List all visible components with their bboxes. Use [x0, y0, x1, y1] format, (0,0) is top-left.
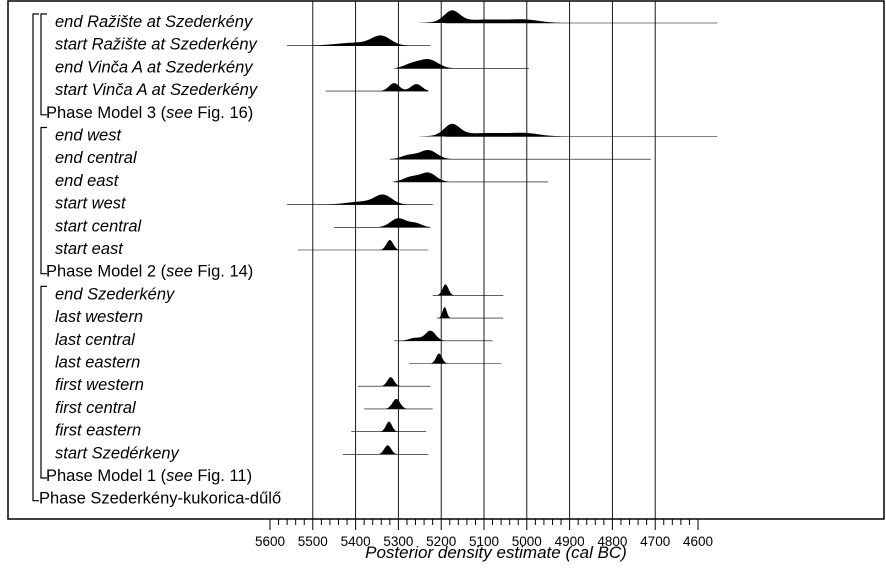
- x-tick-label: 5400: [341, 534, 371, 549]
- group-label-text: Phase Model 3 (: [46, 104, 167, 122]
- rows-layer: end Ražište at Szederkény start Ražište a…: [39, 10, 718, 508]
- x-tick-label: 4900: [555, 534, 585, 549]
- density-curve: [378, 445, 398, 455]
- density-curve: [430, 353, 448, 364]
- row-label: first central: [55, 399, 137, 417]
- distribution-row: first central: [55, 398, 433, 417]
- row-label: end east: [55, 172, 120, 190]
- row-label: end west: [55, 127, 122, 145]
- row-label: end Vinča A at Szederkény: [55, 58, 254, 76]
- density-curve: [380, 83, 429, 92]
- row-label: first western: [55, 376, 144, 394]
- phase-bracket: [40, 13, 47, 116]
- distribution-row: last eastern: [55, 353, 502, 372]
- density-curve: [393, 59, 454, 69]
- group-label-see: see: [166, 467, 193, 485]
- distribution-row: end central: [55, 149, 651, 167]
- row-label: start Szedérkeny: [55, 444, 181, 462]
- density-curve: [391, 150, 452, 160]
- x-axis-label: Posterior density estimate (cal BC): [365, 543, 627, 562]
- group-label-ref: Fig. 14): [193, 263, 254, 281]
- x-axis: 5600 5500 5400 5300 5200 5100 5000 4900 4800 4700…: [255, 519, 713, 549]
- row-label: first eastern: [55, 422, 141, 440]
- density-curve: [419, 123, 562, 137]
- group-label-text: Phase Model 2 (: [46, 263, 167, 281]
- density-curve: [328, 194, 407, 205]
- row-label: start west: [55, 195, 127, 213]
- density-curve: [380, 421, 398, 432]
- row-label: last central: [55, 331, 136, 349]
- row-label: start Vinča A at Szederkény: [55, 81, 259, 99]
- density-curve: [385, 398, 407, 409]
- density-curve: [437, 284, 455, 296]
- distribution-row: start Szedérkeny: [55, 444, 429, 462]
- x-tick-label: 4700: [640, 534, 670, 549]
- group-label: Phase Model 2 (see Fig. 14): [46, 263, 253, 281]
- group-label: Phase Model 3 (see Fig. 16): [46, 104, 253, 122]
- x-tick-label: 5300: [383, 534, 413, 549]
- row-label: end Ražište at Szederkény: [55, 13, 254, 31]
- distribution-row: end Ražište at Szederkény: [55, 10, 718, 31]
- density-curve: [439, 307, 451, 319]
- density-curve: [381, 377, 401, 387]
- distribution-row: end west: [55, 123, 718, 145]
- distribution-row: start central: [55, 217, 431, 235]
- distribution-row: last central: [55, 330, 493, 349]
- distribution-row: end east: [55, 172, 549, 190]
- plot-frame: [7, 0, 885, 520]
- group-row: Phase Model 2 (see Fig. 14): [46, 263, 253, 281]
- group-label-see: see: [166, 104, 193, 122]
- density-curve: [402, 330, 445, 341]
- grid-layer: [312, 1, 656, 519]
- x-tick-label: 5100: [469, 534, 499, 549]
- group-label-ref: Fig. 11): [193, 467, 252, 485]
- density-curve: [380, 240, 400, 250]
- x-tick-label: 4800: [597, 534, 627, 549]
- bracket-layer: [32, 13, 47, 502]
- x-tick-label: 5200: [426, 534, 456, 549]
- row-label: end Szederkény: [55, 285, 176, 303]
- distribution-row: last western: [55, 307, 504, 326]
- distribution-row: start west: [55, 194, 433, 213]
- phase-bracket: [40, 285, 47, 479]
- row-label: last eastern: [55, 354, 140, 372]
- group-label-ref: Fig. 16): [193, 104, 254, 122]
- distribution-row: first eastern: [55, 421, 427, 440]
- group-label: Phase Model 1 (see Fig. 11): [46, 467, 252, 485]
- group-label: Phase Szederkény-kukorica-dűlő: [39, 490, 281, 508]
- outer-bracket: [32, 13, 39, 502]
- group-label-text: Phase Model 1 (: [46, 467, 167, 485]
- density-curve: [419, 10, 562, 23]
- x-tick-label: 5600: [255, 534, 285, 549]
- distribution-row: start east: [55, 240, 429, 258]
- density-curve: [312, 35, 408, 46]
- distribution-row: end Vinča A at Szederkény: [55, 58, 529, 76]
- row-label: last western: [55, 308, 143, 326]
- density-curve: [392, 172, 450, 182]
- group-row: Phase Model 3 (see Fig. 16): [46, 104, 253, 122]
- x-tick-label: 5000: [512, 534, 542, 549]
- row-label: end central: [55, 149, 138, 167]
- group-row: Phase Szederkény-kukorica-dűlő: [39, 490, 281, 508]
- distribution-row: first western: [55, 376, 431, 394]
- x-tick-label: 4600: [683, 534, 713, 549]
- row-label: start central: [55, 217, 143, 235]
- group-label-see: see: [166, 263, 193, 281]
- distribution-row: start Ražište at Szederkény: [55, 35, 431, 54]
- density-curve: [377, 218, 431, 228]
- row-label: start Ražište at Szederkény: [55, 36, 259, 54]
- distribution-row: start Vinča A at Szederkény: [55, 81, 429, 99]
- x-tick-label: 5500: [298, 534, 328, 549]
- row-label: start east: [55, 240, 124, 258]
- phase-bracket: [40, 126, 47, 275]
- distribution-row: end Szederkény: [55, 284, 504, 303]
- group-row: Phase Model 1 (see Fig. 11): [46, 467, 252, 485]
